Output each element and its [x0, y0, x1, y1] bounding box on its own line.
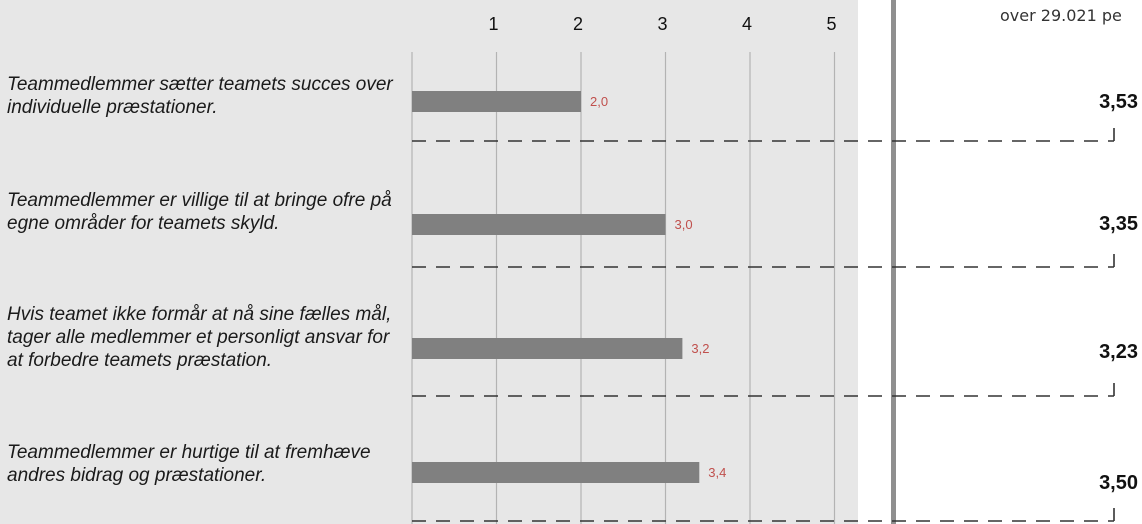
benchmark-header-note: over 29.021 pe: [1000, 6, 1122, 25]
x-tick-label-2: 2: [573, 14, 583, 34]
benchmark-value-3: 3,23: [1099, 341, 1138, 363]
bar-value-label-2: 3,0: [675, 217, 693, 232]
x-tick-label-3: 3: [657, 14, 667, 34]
x-tick-label-4: 4: [742, 14, 752, 34]
bar-value-label-3: 3,2: [691, 341, 709, 356]
question-1-label: Teammedlemmer sætter teamets succes over…: [7, 74, 393, 118]
panel-divider: [891, 0, 896, 524]
question-3-label: Hvis teamet ikke formår at nå sine fælle…: [7, 304, 392, 371]
bar-3: [412, 338, 683, 359]
bar-2: [412, 214, 666, 235]
bar-4: [412, 462, 700, 483]
benchmark-value-1: 3,53: [1099, 91, 1138, 113]
bar-1: [412, 91, 581, 112]
question-2-label: Teammedlemmer er villige til at bringe o…: [7, 190, 392, 234]
question-4-label: Teammedlemmer er hurtige til at fremhæve…: [7, 442, 371, 486]
benchmark-value-2: 3,35: [1099, 213, 1138, 235]
bar-value-label-1: 2,0: [590, 94, 608, 109]
chart-plot-panel: [0, 0, 858, 524]
benchmark-value-4: 3,50: [1099, 472, 1138, 494]
x-tick-label-5: 5: [826, 14, 836, 34]
bar-value-label-4: 3,4: [708, 465, 726, 480]
x-tick-label-1: 1: [488, 14, 498, 34]
